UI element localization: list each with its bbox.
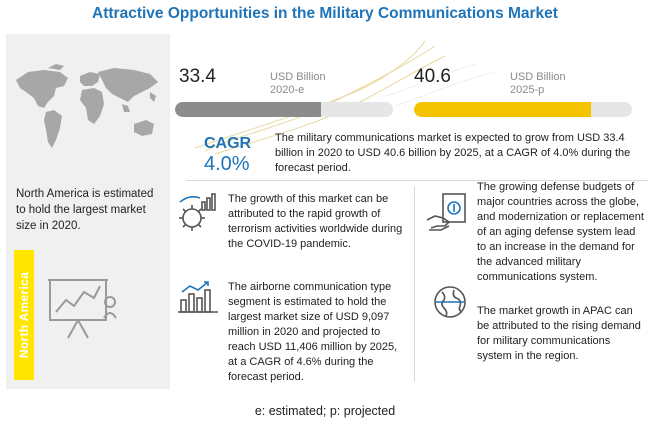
- market-bar-2020-fill: [175, 102, 321, 117]
- page-title: Attractive Opportunities in the Military…: [92, 5, 558, 22]
- market-2025-value: 40.6: [414, 66, 451, 87]
- region-badge-label: North America: [17, 271, 31, 359]
- market-bar-2025: [414, 102, 632, 117]
- cagr-value: 4.0%: [204, 153, 250, 175]
- world-map-icon: [16, 64, 158, 148]
- point-text: The airborne communication type segment …: [228, 281, 398, 383]
- divider-vertical: [414, 186, 415, 382]
- market-bar-2020: [175, 102, 393, 117]
- globe-icon: [434, 286, 466, 318]
- presentation-chart-icon: [48, 279, 117, 339]
- market-2025-year: 2025-p: [510, 84, 545, 96]
- region-badge: North America: [14, 250, 34, 380]
- cagr-description: The military communications market is ex…: [275, 132, 631, 174]
- footnote: e: estimated; p: projected: [254, 404, 396, 418]
- point-text: The growth of this market can be attribu…: [228, 193, 403, 250]
- cagr-label: CAGR: [204, 135, 252, 152]
- region-panel: North America is estimated to hold the l…: [6, 34, 170, 389]
- point-text: The market growth in APAC can be attribu…: [477, 305, 641, 362]
- market-2025-unit: USD Billion: [510, 71, 566, 83]
- market-2020-year: 2020-e: [270, 84, 305, 96]
- region-text: North America is estimated to hold the l…: [16, 188, 154, 232]
- market-2020-value: 33.4: [179, 66, 216, 87]
- point-text: The growing defense budgets of major cou…: [477, 181, 644, 283]
- market-2020-unit: USD Billion: [270, 71, 326, 83]
- defense-budget-icon: [426, 193, 466, 231]
- market-bar-2025-fill: [414, 102, 592, 117]
- divider-horizontal: [186, 180, 648, 181]
- virus-chart-icon: [179, 193, 216, 231]
- airborne-chart-icon: [178, 281, 218, 313]
